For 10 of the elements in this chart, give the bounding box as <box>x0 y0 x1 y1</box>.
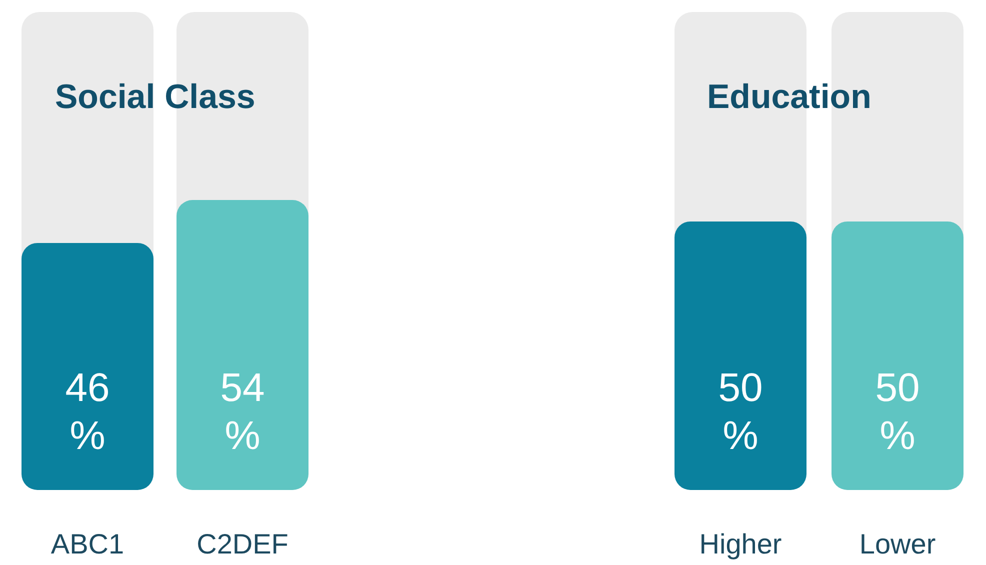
text: Education <box>707 78 872 116</box>
data-label: 50% <box>718 366 763 458</box>
data-label: 50% <box>875 366 920 458</box>
x-tick-label: Higher <box>699 528 782 560</box>
data-label: 54% <box>220 366 265 458</box>
x-tick-label: ABC1 <box>50 528 124 560</box>
text: Social Class <box>55 78 256 116</box>
x-tick-label: C2DEF <box>196 528 288 560</box>
x-tick-label: Lower <box>859 528 936 560</box>
data-label: 46% <box>65 366 110 458</box>
